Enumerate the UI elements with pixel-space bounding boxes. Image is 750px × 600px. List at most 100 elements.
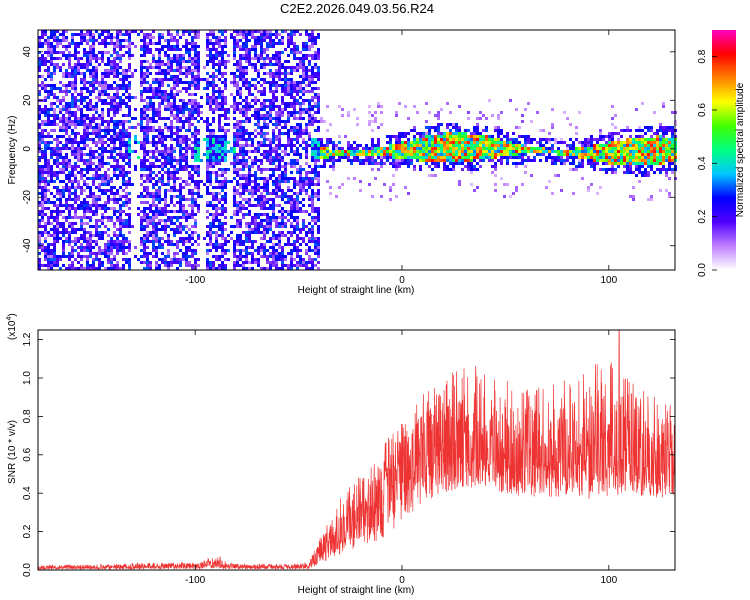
spectrogram-cell — [281, 156, 284, 159]
spectrogram-cell — [104, 42, 107, 45]
spectrogram-cell — [80, 120, 83, 123]
spectrogram-cell — [98, 159, 101, 162]
spectrogram-cell — [164, 222, 167, 225]
spectrogram-cell — [290, 204, 293, 207]
spectrogram-cell — [116, 36, 119, 39]
spectrogram-cell — [185, 45, 188, 48]
spectrogram-cell — [257, 81, 260, 84]
spectrogram-cell — [179, 195, 182, 198]
spectrogram-cell — [311, 159, 314, 162]
spectrogram-cell — [179, 261, 182, 264]
spectrogram-cell — [266, 48, 269, 51]
spectrogram-cell — [38, 201, 41, 204]
spectrogram-cell — [272, 231, 275, 234]
spectrogram-cell — [380, 147, 383, 150]
spectrogram-cell — [65, 54, 68, 57]
spectrogram-cell — [116, 198, 119, 201]
spectrogram-cell — [125, 90, 128, 93]
spectrogram-cell — [176, 228, 179, 231]
spectrogram-cell — [110, 189, 113, 192]
spectrogram-cell — [218, 225, 221, 228]
spectrogram-cell — [263, 63, 266, 66]
spectrogram-cell — [194, 204, 197, 207]
spectrogram-cell — [89, 57, 92, 60]
spectrogram-cell — [68, 222, 71, 225]
spectrogram-cell — [347, 141, 350, 144]
spectrogram-cell — [95, 60, 98, 63]
spectrogram-cell — [314, 195, 317, 198]
spectrogram-cell — [59, 99, 62, 102]
spectrogram-cell — [233, 213, 236, 216]
spectrogram-cell — [245, 222, 248, 225]
spectrogram-cell — [251, 228, 254, 231]
spectrogram-cell — [89, 165, 92, 168]
spectrogram-cell — [305, 108, 308, 111]
spectrogram-cell — [212, 150, 215, 153]
spectrogram-cell — [143, 246, 146, 249]
spectrogram-cell — [314, 120, 317, 123]
spectrogram-cell — [299, 243, 302, 246]
spectrogram-cell — [173, 228, 176, 231]
spectrogram-cell — [395, 165, 398, 168]
spectrogram-cell — [173, 177, 176, 180]
spectrogram-cell — [89, 252, 92, 255]
spectrogram-cell — [311, 57, 314, 60]
spectrogram-cell — [299, 237, 302, 240]
spectrogram-cell — [287, 153, 290, 156]
spectrogram-cell — [203, 87, 206, 90]
spectrogram-cell — [239, 204, 242, 207]
spectrogram-cell — [266, 42, 269, 45]
spectrogram-cell — [269, 264, 272, 267]
spectrogram-cell — [68, 192, 71, 195]
spectrogram-cell — [89, 138, 92, 141]
spectrogram-cell — [302, 141, 305, 144]
spectrogram-cell — [149, 216, 152, 219]
spectrogram-cell — [44, 96, 47, 99]
spectrogram-cell — [332, 144, 335, 147]
spectrogram-cell — [284, 75, 287, 78]
spectrogram-cell — [56, 150, 59, 153]
spectrogram-cell — [269, 42, 272, 45]
spectrogram-cell — [353, 156, 356, 159]
spectrogram-cell — [398, 150, 401, 153]
spectrogram-cell — [200, 78, 203, 81]
spectrogram-cell — [167, 33, 170, 36]
spectrogram-cell — [275, 243, 278, 246]
spectrogram-cell — [179, 228, 182, 231]
spectrogram-cell — [254, 78, 257, 81]
spectrogram-cell — [68, 114, 71, 117]
spectrogram-cell — [44, 240, 47, 243]
spectrogram-cell — [53, 243, 56, 246]
spectrogram-cell — [371, 138, 374, 141]
spectrogram-cell — [293, 162, 296, 165]
spectrogram-cell — [110, 105, 113, 108]
spectrogram-cell — [260, 135, 263, 138]
spectrogram-cell — [41, 213, 44, 216]
spectrogram-cell — [236, 204, 239, 207]
spectrogram-cell — [80, 135, 83, 138]
spectrogram-cell — [266, 54, 269, 57]
spectrogram-cell — [56, 204, 59, 207]
spectrogram-cell — [206, 258, 209, 261]
spectrogram-cell — [248, 120, 251, 123]
spectrogram-cell — [251, 57, 254, 60]
spectrogram-cell — [299, 66, 302, 69]
spectrogram-cell — [299, 123, 302, 126]
spectrogram-cell — [191, 210, 194, 213]
spectrogram-cell — [92, 252, 95, 255]
spectrogram-cell — [317, 69, 320, 72]
spectrogram-cell — [80, 189, 83, 192]
spectrogram-cell — [311, 36, 314, 39]
spectrogram-cell — [83, 48, 86, 51]
spectrogram-cell — [224, 96, 227, 99]
spectrogram-cell — [164, 105, 167, 108]
spectrogram-cell — [95, 105, 98, 108]
spectrogram-cell — [176, 93, 179, 96]
spectrogram-cell — [314, 222, 317, 225]
spectrogram-cell — [62, 51, 65, 54]
spectrogram-cell — [56, 258, 59, 261]
spectrogram-cell — [161, 138, 164, 141]
spectrogram-cell — [173, 156, 176, 159]
spectrogram-cell — [110, 198, 113, 201]
spectrogram-cell — [221, 222, 224, 225]
